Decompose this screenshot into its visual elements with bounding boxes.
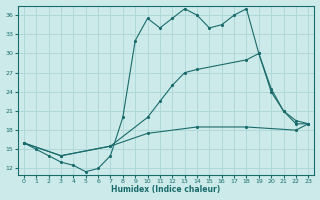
X-axis label: Humidex (Indice chaleur): Humidex (Indice chaleur) <box>111 185 221 194</box>
